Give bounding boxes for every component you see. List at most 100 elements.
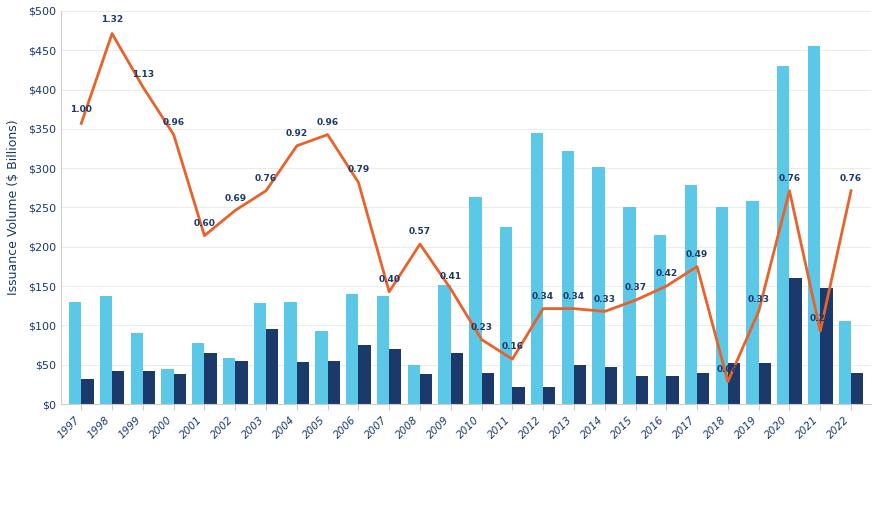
Bar [161,369,174,404]
5Yr swap rate [414,241,424,247]
Bar [512,387,524,404]
Bar [838,322,850,404]
Text: 0.41: 0.41 [439,272,461,281]
Bar [481,372,493,404]
5Yr swap rate [783,188,794,194]
Text: 0.34: 0.34 [562,292,584,301]
Text: 0.96: 0.96 [162,118,184,127]
Bar [358,345,370,404]
Bar [635,376,647,404]
Text: 0.33: 0.33 [747,295,769,304]
Text: 0.96: 0.96 [317,118,339,127]
Bar [204,353,217,404]
Bar [776,66,788,404]
Bar [346,294,358,404]
Text: 0.49: 0.49 [685,250,708,258]
Bar [623,208,635,404]
Bar [143,371,155,404]
5Yr swap rate [322,132,332,138]
Bar [419,374,431,404]
5Yr swap rate [76,120,87,126]
Text: 0.16: 0.16 [501,342,523,351]
5Yr swap rate [507,356,517,362]
Bar [82,379,94,404]
Bar [745,201,758,404]
Bar [666,376,678,404]
Bar [174,374,186,404]
Text: 0.42: 0.42 [654,269,676,278]
Bar [819,287,831,404]
Bar [696,372,709,404]
Text: 0.60: 0.60 [193,219,215,228]
Bar [727,363,739,404]
Text: 0.76: 0.76 [778,174,800,183]
Text: 0.37: 0.37 [624,283,645,292]
Bar [684,185,696,404]
Bar [376,296,389,404]
Text: 1.32: 1.32 [101,15,123,24]
Bar [500,227,512,404]
5Yr swap rate [230,207,240,213]
Text: 0.40: 0.40 [378,275,400,284]
Text: 0.33: 0.33 [593,295,615,304]
Bar [315,331,327,404]
Text: 0.57: 0.57 [409,227,431,236]
Bar [235,361,247,404]
Bar [327,361,339,404]
Bar [284,302,296,404]
5Yr swap rate [168,132,179,138]
5Yr swap rate [291,143,302,149]
Line: 5Yr swap rate: 5Yr swap rate [82,34,850,382]
Bar [653,235,666,404]
5Yr swap rate [353,179,363,185]
5Yr swap rate [814,328,824,334]
5Yr swap rate [722,379,732,385]
5Yr swap rate [599,308,610,314]
Bar [788,278,801,404]
Bar [592,167,604,404]
Bar [112,371,125,404]
5Yr swap rate [660,283,671,289]
Text: 0.69: 0.69 [224,194,246,203]
Bar [389,349,401,404]
Bar [604,367,617,404]
Text: 0.34: 0.34 [531,292,553,301]
Bar [850,372,862,404]
Bar [253,304,266,404]
Bar [100,296,112,404]
Y-axis label: Issuance Volume ($ Billions): Issuance Volume ($ Billions) [7,120,20,295]
Text: 0.26: 0.26 [809,314,831,323]
Bar [266,329,278,404]
Text: 1.13: 1.13 [132,70,153,79]
5Yr swap rate [691,264,702,270]
Text: 0.92: 0.92 [285,129,308,138]
5Yr swap rate [752,308,763,314]
Bar [807,46,819,404]
Bar [531,133,543,404]
Bar [468,197,481,404]
5Yr swap rate [107,31,118,37]
Text: 0.76: 0.76 [839,174,861,183]
Bar [192,343,204,404]
Text: 0.08: 0.08 [717,365,738,373]
5Yr swap rate [199,233,210,239]
5Yr swap rate [445,286,455,292]
5Yr swap rate [845,188,855,194]
5Yr swap rate [475,336,486,342]
Text: 0.23: 0.23 [470,323,492,332]
Bar [450,353,462,404]
Bar [543,387,555,404]
5Yr swap rate [568,306,579,312]
5Yr swap rate [630,297,640,304]
5Yr swap rate [138,84,148,90]
Bar [758,363,770,404]
Bar [69,302,82,404]
Bar [561,151,574,404]
Bar [296,363,309,404]
Bar [407,365,419,404]
Bar [223,358,235,404]
Text: 0.76: 0.76 [254,174,277,183]
Bar [438,284,450,404]
5Yr swap rate [260,188,271,194]
Bar [574,365,586,404]
